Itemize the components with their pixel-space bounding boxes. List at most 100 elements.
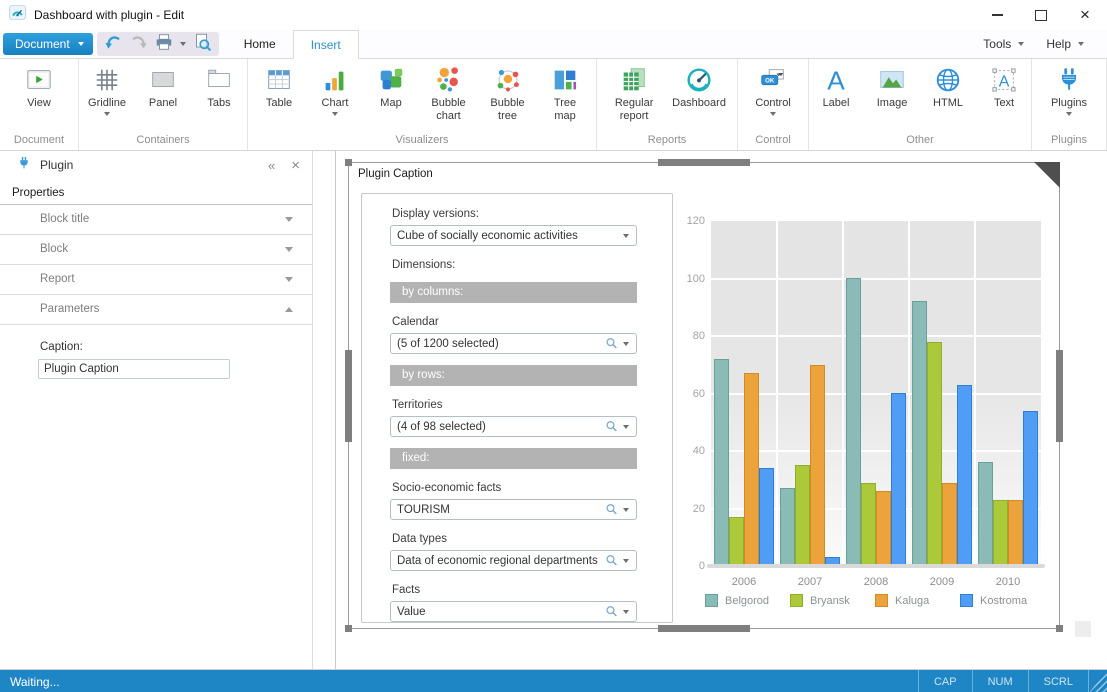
print-preview-button[interactable]	[190, 33, 214, 55]
combo-tourism[interactable]: TOURISM	[390, 499, 637, 520]
combo--4-of-98-selected-[interactable]: (4 of 98 selected)	[390, 416, 637, 437]
ribbon: ViewDocumentGridlinePanelTabsContainersT…	[0, 59, 1107, 151]
dimension-band-by-rows-: by rows:	[390, 365, 637, 386]
combo-data-of-economic-regional-departments[interactable]: Data of economic regional departments	[390, 550, 637, 571]
chevron-down-icon[interactable]	[623, 234, 629, 238]
chevron-down-icon[interactable]	[623, 425, 629, 429]
panel-close-button[interactable]: ×	[291, 157, 300, 174]
search-icon[interactable]	[605, 554, 618, 567]
bar-bryansk-2007	[795, 465, 810, 566]
plugins-icon	[1054, 65, 1084, 95]
legend-swatch	[790, 594, 803, 607]
selection-handle-bottom[interactable]	[658, 625, 750, 632]
selection-corner-marker[interactable]	[1034, 162, 1060, 188]
ribbon-item-gridline[interactable]: Gridline	[79, 59, 135, 116]
chevron-down-icon[interactable]	[623, 559, 629, 563]
ribbon-item-html[interactable]: HTML	[920, 59, 976, 110]
caption-input[interactable]	[38, 359, 230, 379]
section-parameters[interactable]: Parameters	[0, 295, 312, 325]
ribbon-item-image[interactable]: Image	[864, 59, 920, 110]
selection-handle-left[interactable]	[345, 350, 352, 442]
dashboard-icon	[684, 65, 714, 95]
legend-item-kostroma[interactable]: Kostroma	[960, 594, 1045, 607]
print-button[interactable]	[152, 33, 176, 55]
resize-grip[interactable]	[1089, 670, 1107, 692]
close-button[interactable]: ×	[1063, 0, 1107, 30]
y-tick-label: 20	[679, 503, 705, 515]
ribbon-group-plugins: PluginsPlugins	[1032, 59, 1107, 150]
chevron-down-icon[interactable]	[623, 508, 629, 512]
search-icon[interactable]	[605, 337, 618, 350]
ribbon-item-tree-map[interactable]: Tree map	[537, 59, 593, 123]
panel-collapse-button[interactable]: «	[268, 158, 275, 173]
svg-text:A: A	[999, 74, 1010, 91]
plug-icon	[17, 156, 31, 175]
maximize-button[interactable]	[1019, 0, 1063, 30]
ribbon-item-tabs[interactable]: Tabs	[191, 59, 247, 110]
chevron-down-icon[interactable]	[623, 610, 629, 614]
redo-icon	[129, 32, 148, 56]
ribbon-item-label[interactable]: ALabel	[808, 59, 864, 110]
combo-value[interactable]: Value	[390, 601, 637, 622]
html-icon	[933, 65, 963, 95]
plugin-block[interactable]: Plugin Caption Display versions:Cube of …	[348, 162, 1060, 629]
bar-bryansk-2008	[861, 483, 876, 566]
ribbon-item-view[interactable]: View	[11, 59, 67, 110]
ribbon-item-bubble-tree[interactable]: Bubble tree	[478, 59, 537, 123]
legend-item-belgorod[interactable]: Belgorod	[705, 594, 790, 607]
ribbon-item-panel[interactable]: Panel	[135, 59, 191, 110]
tabs-icon	[204, 65, 234, 95]
selection-handle-bottom-right[interactable]	[1056, 625, 1063, 632]
undo-button[interactable]	[102, 33, 126, 55]
ribbon-item-table[interactable]: Table	[251, 59, 307, 110]
combo-cube-of-socially-economic-activities[interactable]: Cube of socially economic activities	[390, 225, 637, 246]
help-menu[interactable]: Help	[1035, 37, 1095, 51]
keyboard-indicators: CAPNUMSCRL	[918, 670, 1088, 692]
ribbon-item-label: HTML	[933, 97, 963, 110]
ribbon-item-chart[interactable]: Chart	[307, 59, 363, 116]
selection-handle-right[interactable]	[1056, 350, 1063, 442]
selection-handle-top[interactable]	[658, 159, 750, 166]
print-options-button[interactable]	[177, 33, 189, 55]
ribbon-group-control: OKControlControl	[738, 59, 809, 150]
search-icon[interactable]	[605, 503, 618, 516]
ribbon-item-control[interactable]: OKControl	[745, 59, 801, 116]
ribbon-item-label: Plugins	[1051, 97, 1087, 110]
selection-handle-top-left[interactable]	[345, 159, 352, 166]
chart-x-axis-line	[707, 564, 1045, 568]
chevron-down-icon[interactable]	[623, 342, 629, 346]
gridline-vertical	[842, 221, 844, 566]
ribbon-item-text[interactable]: AText	[976, 59, 1032, 110]
redo-button[interactable]	[127, 33, 151, 55]
section-report[interactable]: Report	[0, 265, 312, 295]
search-icon[interactable]	[605, 605, 618, 618]
tab-insert[interactable]: Insert	[293, 30, 359, 59]
tools-menu[interactable]: Tools	[972, 37, 1035, 51]
combo-value: (4 of 98 selected)	[391, 421, 605, 433]
ribbon-item-bubble-chart[interactable]: Bubble chart	[419, 59, 478, 123]
field-label-display-versions-: Display versions:	[392, 208, 672, 220]
ribbon-group-items: OKControl	[738, 59, 808, 133]
field-label-socio-economic-facts: Socio-economic facts	[392, 482, 672, 494]
gridline-horizontal	[711, 335, 1041, 337]
section-block[interactable]: Block	[0, 235, 312, 265]
search-icon[interactable]	[605, 420, 618, 433]
section-block-title[interactable]: Block title	[0, 205, 312, 235]
ribbon-item-map[interactable]: Map	[363, 59, 419, 110]
print-icon	[154, 32, 174, 57]
selection-handle-bottom-left[interactable]	[345, 625, 352, 632]
minimize-button[interactable]	[975, 0, 1019, 30]
legend-item-kaluga[interactable]: Kaluga	[875, 594, 960, 607]
ribbon-item-regular-report[interactable]: Regular report	[602, 59, 666, 123]
ribbon-item-dashboard[interactable]: Dashboard	[666, 59, 732, 110]
print-preview-icon	[192, 32, 212, 57]
ribbon-item-plugins[interactable]: Plugins	[1041, 59, 1097, 116]
y-tick-label: 40	[679, 445, 705, 457]
document-menu-button[interactable]: Document	[3, 33, 93, 55]
combo-value: Cube of socially economic activities	[391, 230, 623, 242]
combo--5-of-1200-selected-[interactable]: (5 of 1200 selected)	[390, 333, 637, 354]
bar-belgorod-2009	[912, 301, 927, 566]
tab-home[interactable]: Home	[227, 30, 293, 58]
gridline-horizontal	[711, 278, 1041, 280]
legend-item-bryansk[interactable]: Bryansk	[790, 594, 875, 607]
